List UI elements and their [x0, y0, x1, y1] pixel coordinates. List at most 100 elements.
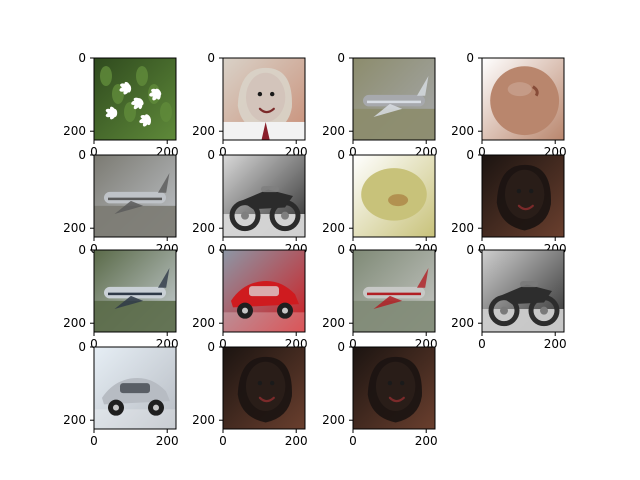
motorcycle-hub — [281, 211, 289, 220]
panel-image-group — [482, 155, 564, 237]
leaf-shape — [100, 66, 112, 86]
axes-frame — [481, 249, 565, 333]
axes-frame — [222, 346, 306, 430]
y-tick-label: 0 — [78, 148, 86, 162]
car-hubcap — [113, 404, 119, 411]
flower-petal — [133, 97, 142, 103]
x-tick-label: 0 — [349, 145, 357, 159]
airplane-wing — [373, 103, 403, 118]
y-tick-label: 200 — [322, 221, 345, 235]
hair-shape — [367, 356, 422, 423]
x-tick-label: 0 — [90, 242, 98, 256]
panels-layer: 0 200 0 200 0 200 0 200 0 200 0 200 0 200 0 200 0 200 0 200… — [63, 51, 567, 448]
airplane-stripe — [367, 292, 421, 296]
image-panel-13: 0 200 0 200 — [63, 340, 179, 448]
y-tick-label: 0 — [207, 148, 215, 162]
flower-petal — [140, 115, 149, 120]
melon-shape — [361, 168, 427, 221]
x-tick-label: 0 — [349, 337, 357, 351]
panel-image-group — [223, 347, 305, 429]
motorcycle-seat — [520, 281, 538, 288]
face-eye — [270, 91, 275, 97]
car-hubcap — [282, 307, 288, 314]
flower-petal — [142, 119, 149, 127]
airplane-wing — [114, 200, 144, 215]
runway-ground — [353, 300, 435, 332]
airplane-tail — [157, 268, 170, 288]
x-tick-label: 0 — [90, 337, 98, 351]
runway-ground — [353, 108, 435, 140]
panel-image-group — [353, 155, 435, 237]
apple-shape — [490, 66, 560, 136]
x-tick-label: 0 — [349, 242, 357, 256]
motorcycle-hub — [241, 211, 249, 220]
panel-image-group — [353, 58, 435, 140]
face-smile — [258, 396, 275, 403]
face-eye — [387, 380, 393, 386]
face-eye — [516, 188, 522, 194]
ground — [223, 312, 305, 332]
airplane-wing — [114, 295, 144, 310]
y-tick-label: 0 — [207, 340, 215, 354]
y-tick-label: 0 — [337, 148, 345, 162]
face-smile — [517, 204, 534, 211]
car-hubcap — [153, 404, 159, 411]
runway-ground — [94, 205, 176, 237]
runway-ground — [94, 300, 176, 332]
floor — [223, 214, 305, 237]
axes-frame — [352, 57, 436, 141]
y-tick-label: 200 — [322, 316, 345, 330]
axes-frame — [93, 346, 177, 430]
y-tick-label: 0 — [466, 148, 474, 162]
x-tick-label: 0 — [478, 145, 486, 159]
face-smile — [258, 107, 275, 114]
airplane-fuselage — [104, 191, 166, 204]
x-tick-label: 200 — [156, 434, 179, 448]
y-tick-label: 200 — [192, 316, 215, 330]
axes-frame — [352, 249, 436, 333]
panel-image-group — [94, 155, 176, 237]
y-tick-label: 0 — [78, 243, 86, 257]
leaf-shape — [136, 66, 148, 86]
panel-image-group — [94, 250, 176, 332]
y-tick-label: 200 — [192, 124, 215, 138]
axes-frame — [93, 249, 177, 333]
y-tick-label: 200 — [451, 124, 474, 138]
axes-frame — [352, 346, 436, 430]
panel-image-group — [223, 58, 305, 140]
y-tick-label: 200 — [451, 316, 474, 330]
panel-image-group — [223, 250, 305, 332]
x-tick-label: 0 — [478, 242, 486, 256]
hair-shape — [496, 164, 551, 231]
y-tick-label: 0 — [337, 243, 345, 257]
x-tick-label: 0 — [219, 434, 227, 448]
image-panel-15: 0 200 0 200 — [322, 340, 438, 448]
x-tick-label: 200 — [285, 434, 308, 448]
face-smile — [388, 396, 405, 403]
motorcycle-body — [500, 284, 552, 305]
hair-shape — [237, 67, 292, 134]
x-tick-label: 0 — [219, 145, 227, 159]
x-tick-label: 200 — [544, 337, 567, 351]
ground — [94, 409, 176, 429]
image-panel-14: 0 200 0 200 — [192, 340, 308, 448]
y-tick-label: 0 — [337, 340, 345, 354]
flower-petal — [152, 93, 159, 101]
axes-frame — [222, 249, 306, 333]
motorcycle-seat — [261, 186, 279, 193]
panel-image-group — [94, 58, 176, 140]
y-tick-label: 0 — [337, 51, 345, 65]
apple-highlight — [507, 82, 532, 97]
motorcycle-body — [241, 189, 293, 210]
airplane-tail — [157, 173, 170, 193]
flower-petal — [120, 83, 128, 89]
x-tick-label: 0 — [478, 337, 486, 351]
y-tick-label: 200 — [63, 316, 86, 330]
airplane-stripe — [108, 292, 162, 296]
